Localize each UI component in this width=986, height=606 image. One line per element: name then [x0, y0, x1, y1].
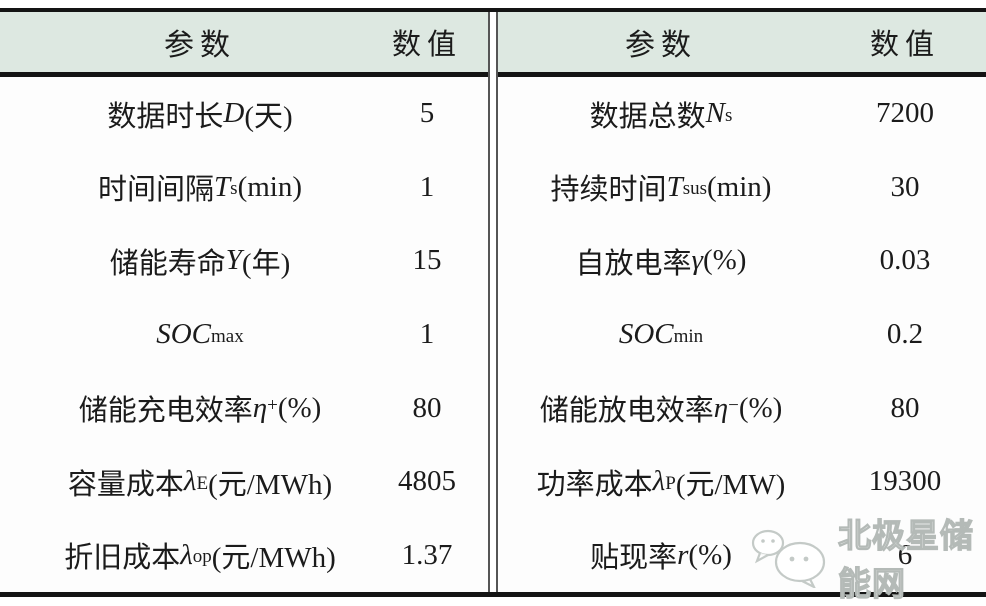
table-row: 储能充电效率 η + (%) 80 — [0, 371, 488, 445]
param-unit: (%) — [688, 538, 732, 571]
param-unit: (min) — [707, 170, 772, 203]
param-symbol: D — [223, 97, 245, 130]
left-header-row: 参数 数值 — [0, 12, 488, 77]
left-value-header: 数值 — [391, 29, 462, 61]
param-symbol: T — [214, 170, 231, 203]
value-cell: 80 — [890, 391, 920, 424]
param-unit: (元/MW) — [675, 468, 786, 501]
param-symbol: η — [252, 391, 268, 424]
param-unit: (min) — [237, 170, 302, 203]
param-label: 储能寿命 — [109, 247, 226, 280]
value-cell: 80 — [412, 391, 442, 424]
param-label: 数据时长 — [107, 100, 224, 133]
left-param-header: 参数 — [164, 29, 236, 62]
table-row: 自放电率 γ (%) 0.03 — [498, 224, 986, 298]
table-row: SOC max 1 — [0, 298, 488, 372]
right-header-row: 参数 数值 — [498, 12, 986, 77]
param-label: 功率成本 — [536, 468, 653, 501]
param-label: 自放电率 — [575, 247, 692, 280]
value-cell: 1.37 — [401, 538, 453, 571]
param-unit: (%) — [277, 391, 322, 424]
param-symbol: r — [677, 538, 689, 571]
right-value-header: 数值 — [869, 29, 940, 61]
param-unit: (%) — [702, 244, 747, 277]
param-label: 持续时间 — [550, 174, 667, 207]
value-cell: 1 — [419, 318, 435, 351]
value-cell: 1 — [419, 170, 435, 203]
param-symbol: T — [666, 170, 683, 203]
param-unit: (元/MWh) — [211, 542, 336, 575]
value-cell: 7200 — [876, 97, 934, 130]
value-cell: 0.2 — [886, 318, 924, 351]
right-param-header: 参数 — [625, 29, 697, 62]
param-label: 贴现率 — [590, 542, 678, 575]
param-symbol: η — [713, 391, 729, 424]
table-row: SOC min 0.2 — [498, 298, 986, 372]
param-cell: 储能放电效率 η − (%) — [498, 387, 864, 429]
param-cell: 储能充电效率 η + (%) — [0, 387, 366, 429]
param-label: 数据总数 — [589, 100, 706, 133]
table-row: 数据时长 D (天) 5 — [0, 77, 488, 151]
param-symbol: SOC — [618, 318, 674, 351]
param-symbol: γ — [691, 244, 703, 277]
param-label: 储能放电效率 — [539, 395, 714, 428]
param-label: 折旧成本 — [64, 542, 181, 575]
param-label: 时间间隔 — [98, 174, 215, 207]
param-cell: 自放电率 γ (%) — [498, 240, 864, 282]
param-unit: (天) — [244, 100, 293, 133]
param-symbol: SOC — [156, 318, 212, 351]
param-cell: 折旧成本 λ op (元/MWh) — [0, 534, 366, 576]
table-divider — [488, 12, 498, 592]
value-cell: 4805 — [398, 465, 456, 498]
table-row: 贴现率 r (%) 6 — [498, 518, 986, 592]
param-symbol: N — [705, 97, 725, 130]
param-label: 容量成本 — [67, 468, 184, 501]
param-cell: SOC max — [156, 318, 244, 351]
value-cell: 30 — [890, 170, 920, 203]
param-cell: 数据时长 D (天) — [0, 93, 366, 135]
value-cell: 6 — [897, 538, 913, 571]
param-unit: (%) — [738, 391, 783, 424]
value-cell: 5 — [419, 97, 435, 130]
value-cell: 15 — [412, 244, 442, 277]
param-symbol: λ — [183, 465, 197, 498]
table-row: 折旧成本 λ op (元/MWh) 1.37 — [0, 518, 488, 592]
param-cell: SOC min — [618, 318, 704, 351]
param-symbol: λ — [652, 465, 666, 498]
value-cell: 19300 — [868, 465, 942, 498]
param-unit: (元/MWh) — [208, 468, 333, 501]
value-cell: 0.03 — [879, 244, 931, 277]
param-label: 储能充电效率 — [78, 395, 253, 428]
param-unit: (年) — [241, 247, 291, 280]
param-symbol: λ — [180, 538, 193, 571]
param-cell: 贴现率 r (%) — [498, 534, 864, 576]
param-cell: 储能寿命 Y (年) — [0, 240, 366, 282]
table-row: 储能寿命 Y (年) 15 — [0, 224, 488, 298]
table-row: 储能放电效率 η − (%) 80 — [498, 371, 986, 445]
param-symbol: Y — [225, 244, 242, 277]
